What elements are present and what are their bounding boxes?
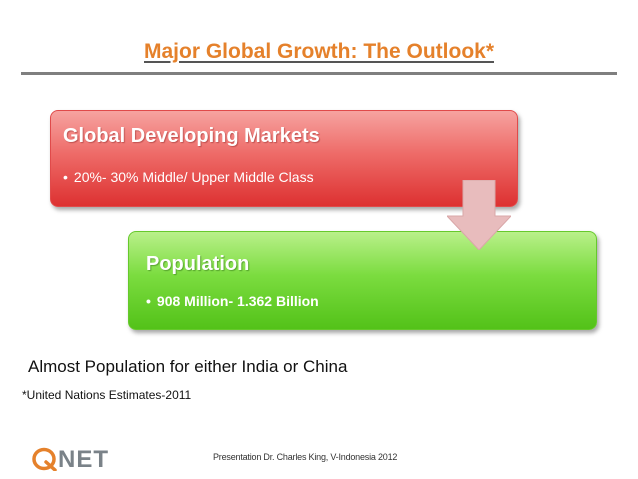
footer-credit: Presentation Dr. Charles King, V-Indones… xyxy=(213,452,398,462)
developing-markets-bullet-text: 20%- 30% Middle/ Upper Middle Class xyxy=(73,169,314,185)
slide-title: Major Global Growth: The Outlook* xyxy=(144,40,494,63)
population-bullet: • 908 Million- 1.362 Billion xyxy=(146,293,319,309)
developing-markets-box: Global Developing Markets • 20%- 30% Midd… xyxy=(50,110,518,207)
logo-net-text: NET xyxy=(58,446,109,473)
bullet-dot-icon: • xyxy=(146,293,151,309)
title-divider xyxy=(21,72,617,75)
population-box: Population • 908 Million- 1.362 Billion xyxy=(128,231,597,330)
population-bullet-text: 908 Million- 1.362 Billion xyxy=(156,293,319,309)
developing-markets-bullet: • 20%- 30% Middle/ Upper Middle Class xyxy=(63,169,314,185)
population-note: Almost Population for either India or Ch… xyxy=(28,357,348,376)
developing-markets-heading: Global Developing Markets xyxy=(63,125,320,147)
source-citation: *United Nations Estimates-2011 xyxy=(22,388,192,402)
down-arrow-icon xyxy=(447,180,511,250)
qnet-logo: NET xyxy=(32,446,132,473)
population-heading: Population xyxy=(146,253,250,275)
q-logo-icon xyxy=(32,447,57,471)
bullet-dot-icon: • xyxy=(63,169,68,185)
